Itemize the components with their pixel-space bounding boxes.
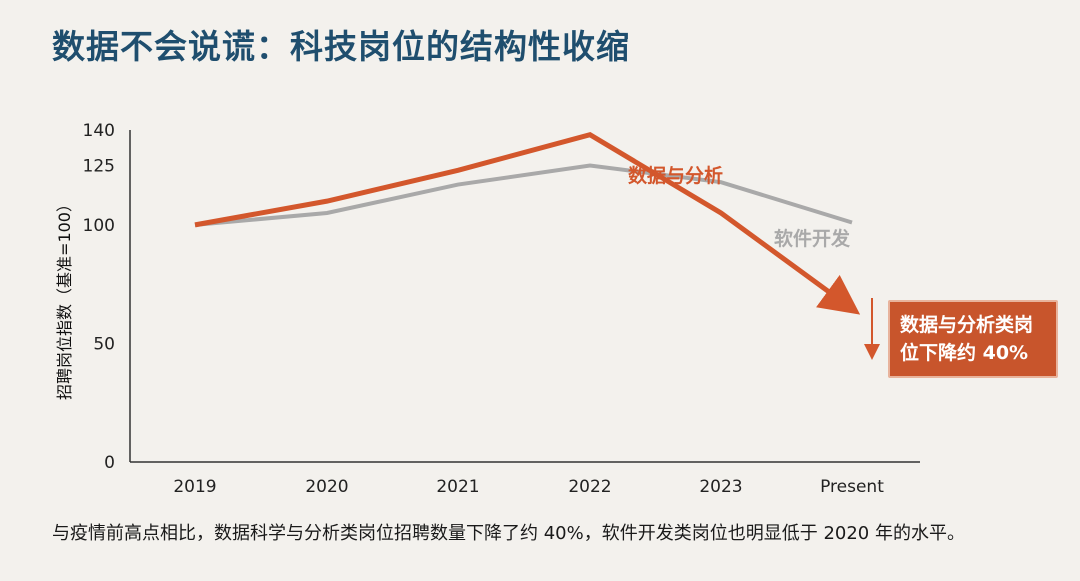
x-tick-label: 2023 xyxy=(699,477,742,497)
callout-line-2: 位下降约 40% xyxy=(900,342,1029,364)
series-label-software: 软件开发 xyxy=(774,227,851,250)
chart-caption: 与疫情前高点相比，数据科学与分析类岗位招聘数量下降了约 40%，软件开发类岗位也… xyxy=(52,523,965,544)
y-axis-label: 招聘岗位指数（基准=100） xyxy=(55,196,74,400)
y-tick-labels: 0 50 100 125 140 xyxy=(83,121,115,473)
y-tick-label: 100 xyxy=(83,216,115,236)
page-title: 数据不会说谎：科技岗位的结构性收缩 xyxy=(52,27,630,66)
callout-line-1: 数据与分析类岗 xyxy=(900,314,1034,336)
y-tick-label: 140 xyxy=(83,121,115,141)
x-tick-label: 2022 xyxy=(568,477,611,497)
series-line-software xyxy=(194,163,853,227)
series-layer xyxy=(194,132,861,315)
y-tick-label: 125 xyxy=(83,157,115,177)
x-tick-labels: 2019 2020 2021 2022 2023 Present xyxy=(173,477,884,497)
y-tick-label: 0 xyxy=(104,453,115,473)
series-label-analytics: 数据与分析 xyxy=(628,164,723,187)
x-tick-label: 2020 xyxy=(305,477,348,497)
decline-callout-box: 数据与分析类岗 位下降约 40% xyxy=(888,300,1058,378)
x-tick-label: Present xyxy=(820,477,884,497)
chart-axes xyxy=(129,130,920,463)
x-tick-label: 2019 xyxy=(173,477,216,497)
series-line-analytics xyxy=(194,132,861,315)
y-tick-label: 50 xyxy=(93,334,115,354)
x-tick-label: 2021 xyxy=(436,477,479,497)
